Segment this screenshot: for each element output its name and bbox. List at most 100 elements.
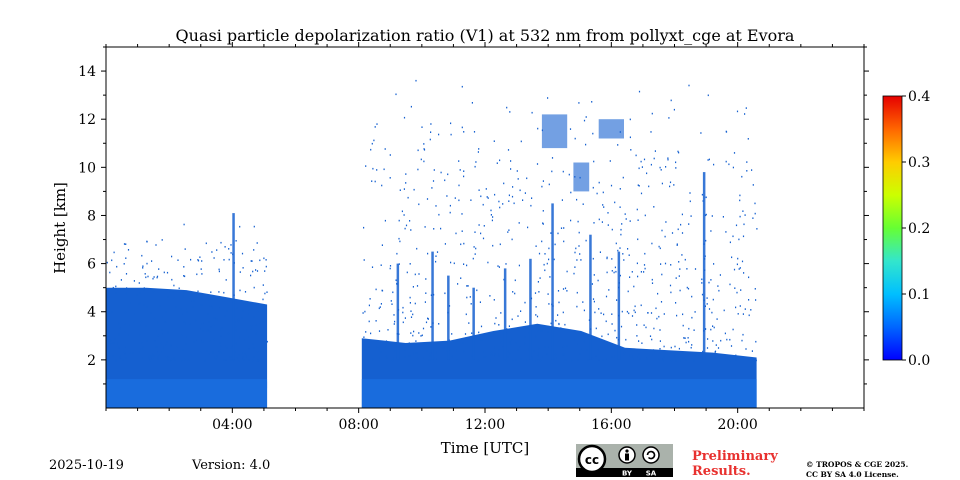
speckle [153, 317, 156, 320]
speckle [410, 105, 412, 108]
speckle [548, 247, 550, 250]
speckle [547, 331, 549, 333]
speckle [421, 126, 423, 128]
preliminary-line-2: Results. [692, 464, 751, 479]
speckle [705, 213, 707, 216]
speckle [671, 232, 674, 234]
footer-version: Version: 4.0 [192, 458, 271, 473]
speckle [717, 347, 720, 349]
speckle [674, 345, 676, 348]
speckle [739, 267, 741, 269]
speckle [254, 304, 257, 307]
speckle [169, 290, 171, 293]
speckle [171, 255, 173, 258]
speckle [744, 214, 746, 216]
speckle [748, 276, 750, 279]
speckle [234, 321, 236, 323]
speckle [265, 259, 267, 261]
speckle [209, 339, 211, 342]
speckle [458, 160, 460, 162]
speckle [701, 357, 703, 360]
speckle [574, 266, 576, 268]
speckle [380, 351, 382, 353]
speckle [201, 323, 203, 326]
speckle [259, 322, 261, 325]
speckle [433, 228, 435, 230]
speckle [266, 291, 268, 293]
speckle [635, 154, 637, 157]
speckle [575, 247, 577, 250]
speckle [710, 230, 712, 232]
speckle [674, 354, 676, 357]
speckle [416, 285, 419, 287]
speckle [180, 308, 182, 310]
speckle [615, 242, 617, 245]
speckle [700, 355, 702, 358]
speckle [670, 264, 672, 266]
speckle [742, 313, 744, 315]
speckle [487, 261, 489, 264]
speckle [669, 284, 672, 287]
speckle [727, 358, 729, 361]
speckle [487, 197, 489, 199]
speckle [736, 263, 738, 266]
speckle [536, 163, 539, 165]
speckle [466, 296, 468, 299]
speckle [146, 240, 148, 243]
speckle [551, 157, 554, 159]
speckle [199, 256, 201, 258]
speckle [549, 276, 551, 278]
speckle [242, 267, 244, 269]
speckle [181, 333, 183, 336]
speckle [207, 329, 209, 331]
speckle [636, 262, 638, 265]
speckle [471, 332, 473, 334]
speckle [233, 359, 235, 362]
speckle [636, 349, 638, 351]
speckle [533, 350, 535, 352]
plume-streak [529, 258, 532, 360]
speckle [496, 162, 498, 164]
speckle [541, 185, 543, 188]
speckle [500, 340, 502, 343]
speckle [490, 351, 493, 354]
speckle [748, 358, 750, 361]
speckle [192, 306, 194, 308]
speckle [597, 279, 599, 282]
speckle [262, 309, 264, 312]
speckle [234, 325, 237, 328]
plume-streak [396, 263, 400, 360]
speckle [235, 240, 237, 242]
speckle [165, 320, 167, 323]
speckle [364, 310, 366, 313]
speckle [414, 345, 416, 348]
speckle [407, 196, 409, 199]
speckle [385, 340, 388, 342]
speckle [735, 354, 737, 357]
speckle [189, 297, 191, 300]
speckle [173, 296, 175, 299]
speckle [365, 331, 367, 333]
speckle [614, 329, 616, 332]
speckle [582, 203, 584, 205]
speckle [417, 149, 419, 152]
speckle [561, 199, 563, 201]
speckle [693, 359, 695, 362]
speckle [732, 235, 734, 238]
speckle [548, 258, 550, 261]
speckle [160, 342, 162, 345]
speckle [225, 359, 227, 361]
speckle [435, 255, 437, 257]
copyright-line-2: CC BY SA 4.0 License. [806, 470, 899, 479]
speckle [524, 321, 526, 323]
speckle [242, 352, 244, 355]
speckle [660, 301, 663, 303]
speckle [719, 274, 721, 276]
speckle [114, 338, 116, 340]
speckle [655, 351, 657, 353]
speckle [141, 341, 143, 344]
speckle [228, 248, 230, 250]
speckle [418, 203, 420, 206]
speckle [675, 359, 677, 362]
